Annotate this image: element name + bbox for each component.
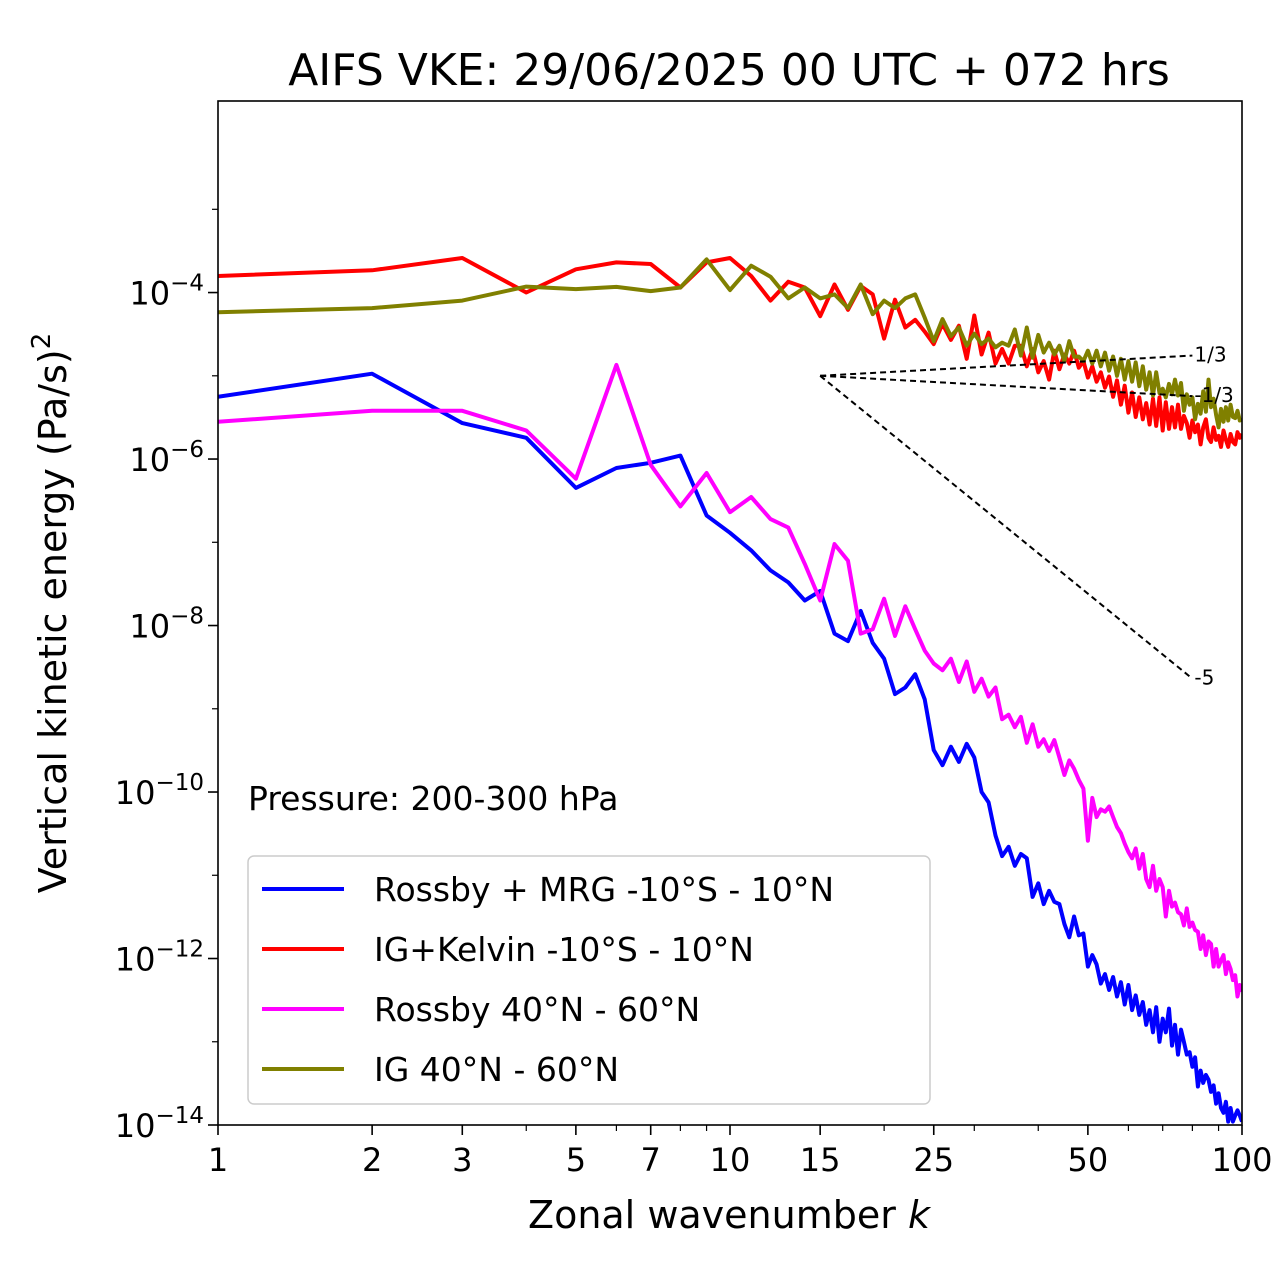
legend: Rossby + MRG -10°S - 10°N IG+Kelvin -10°S… [247,855,931,1105]
pressure-annotation: Pressure: 200-300 hPa [248,779,618,818]
reference-line-2 [819,375,1194,680]
y-tick-label-2: 10−10 [115,770,204,812]
y-tick-label-5: 10−4 [129,271,204,313]
x-axis-label: Zonal wavenumber k [528,1193,932,1237]
x-tick-label-2: 3 [452,1141,472,1179]
x-tick-label-7: 25 [913,1141,954,1179]
y-tick-label-3: 10−8 [129,604,204,646]
series-line-0 [218,371,1242,1124]
x-tick-label-1: 2 [362,1141,382,1179]
legend-frame [247,855,931,1105]
y-axis: 10−14 10−12 10−10 10−8 10−6 10−4 [115,208,218,1145]
reference-label-2: -5 [1194,666,1214,690]
y-tick-label-0: 10−14 [115,1103,204,1145]
series-line-2 [218,362,1242,999]
reference-lines [819,354,1194,680]
legend-label-2: Rossby 40°N - 60°N [374,990,700,1029]
x-tick-label-9: 100 [1211,1141,1272,1179]
x-tick-label-0: 1 [208,1141,228,1179]
x-axis: 1 2 3 5 7 10 15 25 50 100 [208,1125,1273,1179]
reference-line-1 [820,374,1193,398]
legend-label-1: IG+Kelvin -10°S - 10°N [374,930,754,969]
y-tick-label-1: 10−12 [115,937,204,979]
legend-label-0: Rossby + MRG -10°S - 10°N [374,870,834,909]
series-line-3 [218,257,1242,430]
x-tick-label-4: 7 [641,1141,661,1179]
x-tick-label-5: 10 [710,1141,751,1179]
reference-label-0: 1/3 [1194,343,1226,367]
x-tick-label-3: 5 [566,1141,586,1179]
y-tick-label-4: 10−6 [129,437,204,479]
series-layer [218,256,1242,1124]
reference-line-0 [820,354,1193,377]
chart-title: AIFS VKE: 29/06/2025 00 UTC + 072 hrs [288,45,1170,96]
plot-area [217,100,1243,1126]
x-tick-label-6: 15 [800,1141,841,1179]
x-tick-label-8: 50 [1068,1141,1109,1179]
reference-label-1: -1/3 [1194,383,1233,407]
y-axis-label: Vertical kinetic energy (Pa/s)2 [27,333,75,894]
legend-label-3: IG 40°N - 60°N [374,1050,619,1089]
